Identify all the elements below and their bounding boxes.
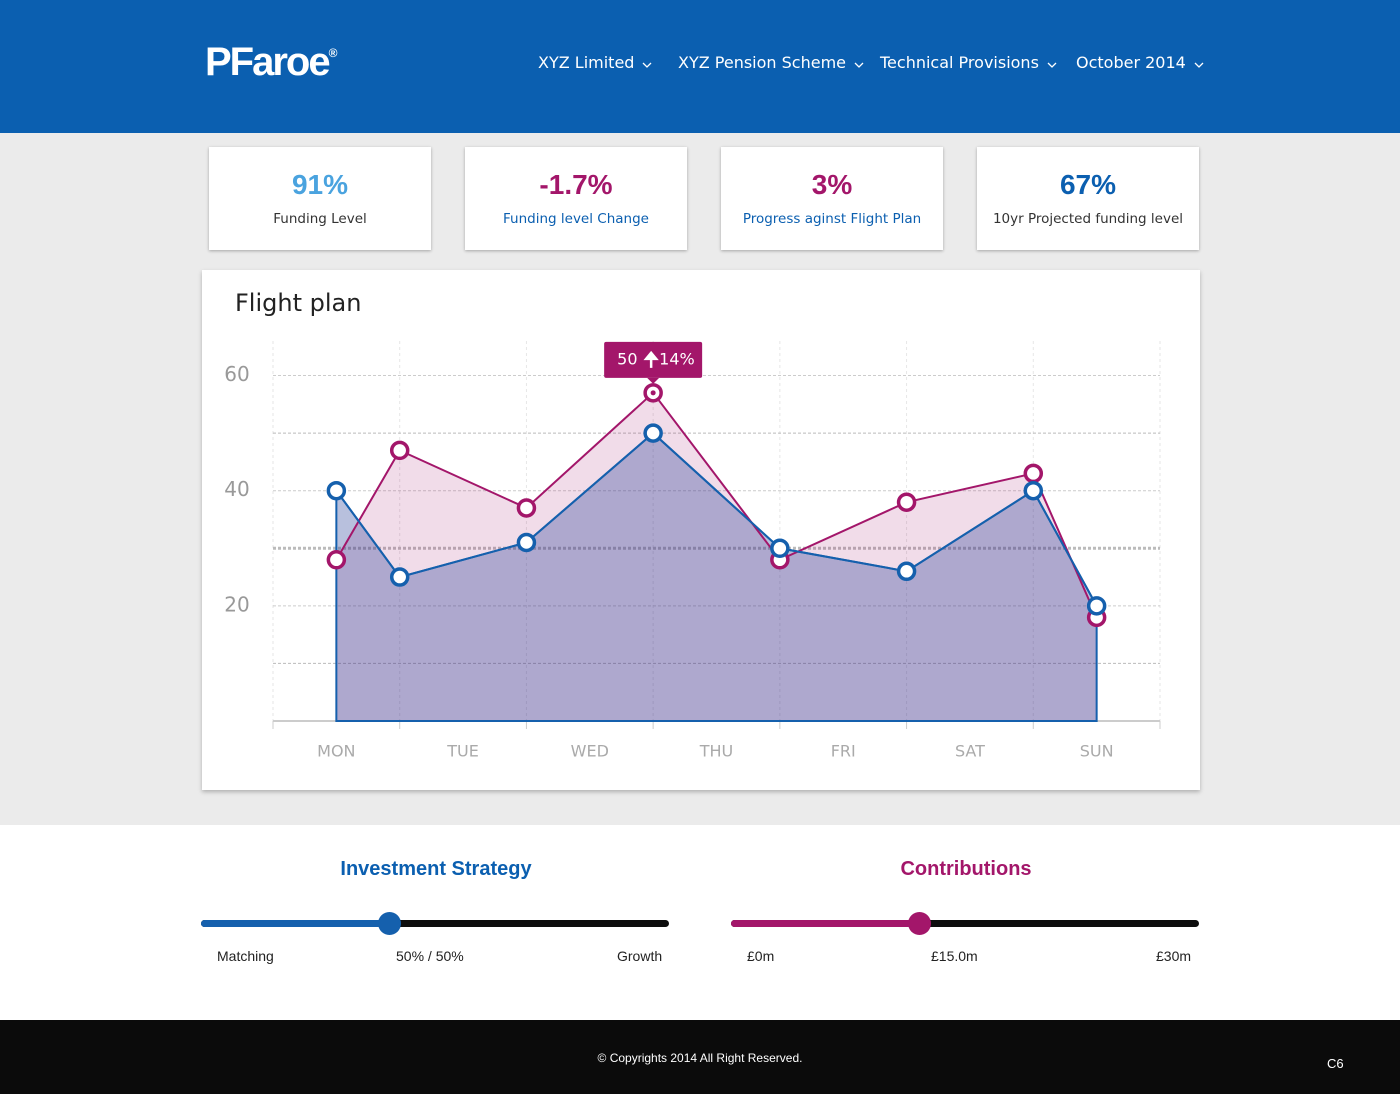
slider-label: £30m xyxy=(1156,948,1192,964)
point xyxy=(643,423,663,443)
kpi-value: 3% xyxy=(811,169,853,200)
slider-track[interactable] xyxy=(731,912,1199,935)
y-tick-label: 60 xyxy=(224,362,249,386)
point xyxy=(770,538,790,559)
slider-title: Contributions xyxy=(900,858,1032,880)
slider-label: Matching xyxy=(217,948,274,964)
point xyxy=(1023,480,1044,501)
nav-item[interactable]: XYZ Pension Scheme xyxy=(678,53,864,72)
page-code: C6 xyxy=(1327,1056,1344,1071)
logo[interactable]: PFaroe® xyxy=(205,40,337,85)
chevron xyxy=(1047,62,1057,68)
y-tick-label: 20 xyxy=(224,592,249,616)
nav-item[interactable]: October 2014 xyxy=(1076,53,1204,72)
x-tick-label: MON xyxy=(317,742,355,761)
slider-title: Investment Strategy xyxy=(340,858,532,880)
nav-item[interactable]: Technical Provisions xyxy=(880,53,1057,72)
kpi-card: 91% Funding Level xyxy=(209,147,431,250)
chart: Flight plan 20 40 60 MON TUE WED THU FRI SAT SUN 5… xyxy=(224,289,1161,761)
nav-label: Technical Provisions xyxy=(880,53,1039,72)
header: PFaroe® XYZ Limited XYZ Pension Scheme T… xyxy=(0,0,1400,133)
slider-knob[interactable] xyxy=(378,912,401,935)
kpi-label: Progress aginst Flight Plan xyxy=(742,211,922,227)
point xyxy=(389,440,410,461)
nav-item[interactable]: XYZ Limited xyxy=(538,53,652,72)
slider-label: £0m xyxy=(747,948,775,964)
kpi-card: 3% Progress aginst Flight Plan xyxy=(721,147,943,250)
kpi-card: -1.7% Funding level Change xyxy=(465,147,687,250)
tooltip: 50 14% xyxy=(604,341,703,384)
x-tick-label: SAT xyxy=(955,742,985,761)
kpi-label: Funding level Change xyxy=(503,211,649,227)
nav-label: October 2014 xyxy=(1076,53,1186,72)
point xyxy=(1086,596,1107,616)
chevron xyxy=(642,62,652,68)
point xyxy=(1023,463,1044,484)
x-tick-label: WED xyxy=(571,742,609,761)
area xyxy=(336,392,1097,721)
kpi-label: Funding Level xyxy=(273,211,367,227)
point xyxy=(516,498,537,518)
kpi-value: 91% xyxy=(291,169,349,200)
chart-card: Flight plan 20 40 60 MON TUE WED THU FRI SAT SUN 5… xyxy=(202,270,1200,790)
chevron xyxy=(854,62,864,68)
kpi-label: 10yr Projected funding level xyxy=(992,211,1184,227)
chart-title: Flight plan xyxy=(235,289,361,317)
kpi-value: -1.7% xyxy=(539,169,613,200)
x-tick-label: TUE xyxy=(446,742,479,761)
point xyxy=(389,567,410,587)
logo-mark: ® xyxy=(328,46,338,60)
line xyxy=(335,431,1098,607)
nav-label: XYZ Pension Scheme xyxy=(678,53,847,72)
y-tick-label: 40 xyxy=(224,477,249,501)
point xyxy=(896,561,917,582)
point xyxy=(896,492,917,512)
point xyxy=(516,532,537,553)
slider-fill xyxy=(201,920,391,927)
tooltip-value: 50 xyxy=(617,349,637,368)
slider-fill xyxy=(731,920,921,927)
controls: Investment Strategy Matching 50% / 50% G… xyxy=(0,825,1400,1020)
x-tick-label: THU xyxy=(699,742,734,761)
x-tick-label: SUN xyxy=(1080,742,1114,761)
slider-label: £15.0m xyxy=(931,948,978,964)
kpi-card: 67% 10yr Projected funding level xyxy=(977,147,1199,250)
copyright: © Copyrights 2014 All Right Reserved. xyxy=(597,1051,803,1065)
point-dot xyxy=(650,390,656,396)
point xyxy=(326,480,347,501)
slider-label: Growth xyxy=(617,948,663,964)
slider-label: 50% / 50% xyxy=(396,948,464,964)
footer: © Copyrights 2014 All Right Reserved. C6 xyxy=(0,1020,1400,1094)
tooltip-pointer xyxy=(647,377,660,384)
logo-text: PFaroe xyxy=(205,40,331,84)
slider-track[interactable] xyxy=(201,912,669,935)
x-tick-label: FRI xyxy=(831,742,856,761)
arrow-up xyxy=(643,350,659,368)
chevron xyxy=(1194,62,1204,68)
kpi-value: 67% xyxy=(1059,169,1117,200)
tooltip-change: 14% xyxy=(659,349,695,368)
line xyxy=(335,391,1098,618)
point xyxy=(326,550,347,570)
slider-knob[interactable] xyxy=(908,912,931,935)
nav-label: XYZ Limited xyxy=(538,53,635,72)
